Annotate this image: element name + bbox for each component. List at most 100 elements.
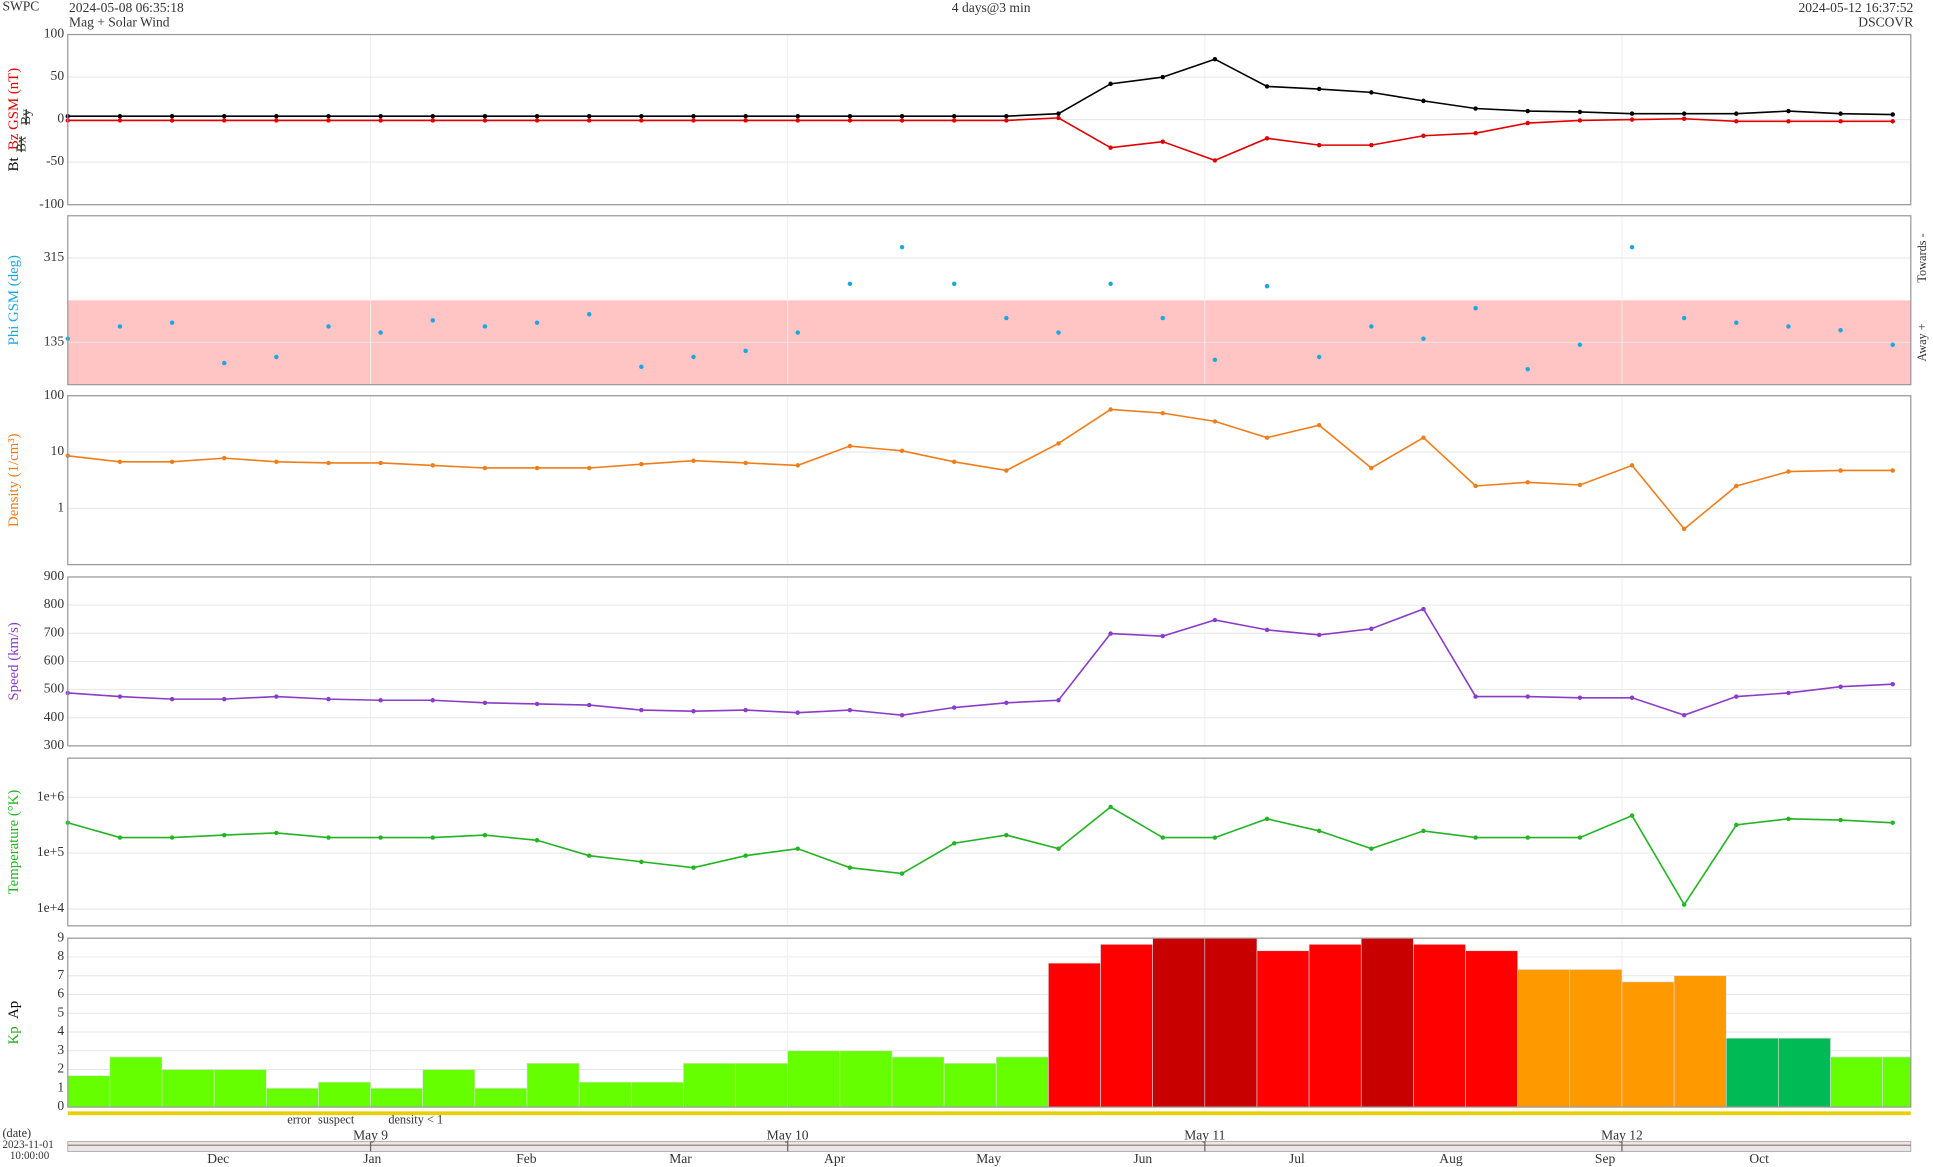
panel-frame [67,395,1912,566]
data-point [534,113,540,119]
data-point [274,459,279,465]
data-point [795,846,800,851]
panel-frame [67,937,1912,1108]
y-tick-label: 8 [57,948,64,963]
kp-bar [1465,950,1518,1108]
product: Mag + Solar Wind [69,15,170,30]
y-tick-label: 50 [51,68,65,83]
data-point [430,463,436,468]
data-point [743,348,748,354]
panel-frame [67,33,1912,206]
data-point [169,696,175,702]
data-point [1421,828,1426,834]
panel-frame [67,215,1912,386]
data-point [1786,690,1791,696]
data-point [743,460,748,466]
series-line [67,608,1893,717]
data-point [1316,354,1322,360]
data-point [1525,480,1530,485]
data-point [795,118,800,123]
data-point [1004,468,1009,473]
data-point [274,113,279,119]
data-point [1525,366,1530,372]
month-label: Jul [1289,1151,1305,1166]
data-point [899,113,905,119]
y-label-part: Ap [6,1001,22,1019]
y-tick-label: 300 [44,737,65,752]
y-tick-label: 800 [44,596,65,611]
data-point [1734,320,1739,325]
data-point [586,702,592,708]
data-point [117,324,123,329]
data-point [899,712,905,718]
data-point [1369,626,1374,631]
kp-bar [943,1063,997,1108]
data-point [847,281,853,287]
data-point [117,459,123,465]
data-point [326,113,331,119]
kp-bar [995,1056,1049,1108]
kp-bar [683,1063,736,1108]
kp-bar [1621,981,1675,1108]
kp-bar [1204,937,1258,1108]
month-label: Sep [1595,1151,1616,1166]
y-label-part: Speed (km/s) [6,622,22,700]
data-point [1734,694,1739,699]
data-point [1525,694,1530,699]
y-tick-label: 10 [51,443,65,458]
data-point [1421,98,1426,104]
y-tick-label: 100 [44,387,65,402]
y-tick-label: 1e+5 [37,844,64,859]
y-tick-label: 600 [44,653,65,668]
kp-bar [735,1063,789,1108]
data-point [847,443,853,449]
data-point [1890,119,1895,124]
data-point [1369,90,1374,95]
panel-frame [67,576,1912,747]
data-point [534,465,540,471]
kp-bar [109,1056,163,1108]
y-tick-label: 7 [57,967,64,982]
data-point [1004,113,1009,119]
data-point [1525,835,1530,840]
data-point [1629,813,1635,818]
data-point [1212,158,1218,163]
data-point [326,324,331,329]
data-point [117,113,123,119]
data-point [1212,617,1218,623]
data-point [1212,835,1218,840]
data-point [534,118,540,123]
data-point [1890,820,1895,825]
spacecraft: DSCOVR [1858,15,1914,30]
data-point [534,838,540,843]
data-point [1316,86,1322,92]
x-tick-label: May 9 [353,1128,388,1143]
kp-bar [1413,944,1466,1108]
y-axis-label: Kp Ap [6,1001,22,1045]
data-point [1734,483,1739,489]
data-point [326,835,331,840]
data-point [1681,526,1687,532]
data-point [1108,281,1113,287]
month-label: Apr [824,1151,846,1166]
data-point [1212,419,1218,424]
y-tick-label: -100 [39,196,64,211]
kp-bar [318,1081,371,1108]
data-point [169,118,175,123]
data-point [691,458,696,463]
data-point [1369,846,1374,851]
y-tick-label: 1e+4 [37,900,64,915]
data-point [639,707,644,713]
kp-bar [265,1087,319,1108]
data-point [795,463,800,468]
data-point [1056,115,1061,121]
data-point [1369,465,1374,471]
y-tick-label: 700 [44,624,65,639]
data-point [1160,633,1165,639]
data-point [691,709,696,714]
data-point [1525,108,1530,114]
y-axis-label: Bt Bz GSM (nT) [6,68,22,172]
y-tick-label: 1 [57,1079,64,1094]
y-tick-label: 4 [57,1023,64,1038]
data-point [1473,106,1478,111]
